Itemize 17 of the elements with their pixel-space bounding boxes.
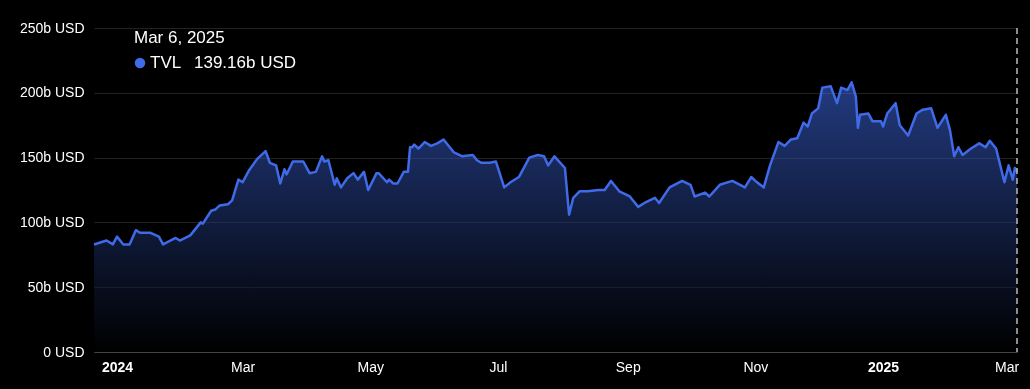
x-tick-label: 2024	[101, 358, 134, 375]
x-tick-label: Nov	[743, 358, 769, 375]
legend-label: TVL	[150, 53, 182, 72]
x-tick-label: May	[357, 358, 384, 375]
y-tick-label: 250b USD	[19, 19, 85, 36]
x-tick-label: Sep	[615, 358, 641, 375]
y-tick-label: 100b USD	[19, 213, 85, 230]
x-tick-label: 2025	[867, 358, 900, 375]
annotation: Mar 6, 2025	[134, 28, 225, 47]
y-tick-label: 150b USD	[19, 149, 85, 166]
x-tick-label: Mar	[231, 358, 256, 375]
y-tick-label: 0 USD	[43, 343, 85, 360]
annotation: 139.16b USD	[194, 53, 297, 72]
y-tick-label: 50b USD	[27, 278, 85, 295]
x-tick-label: Mar	[994, 358, 1020, 375]
x-tick-label: Jul	[489, 358, 508, 375]
y-tick-label: 200b USD	[19, 84, 85, 101]
